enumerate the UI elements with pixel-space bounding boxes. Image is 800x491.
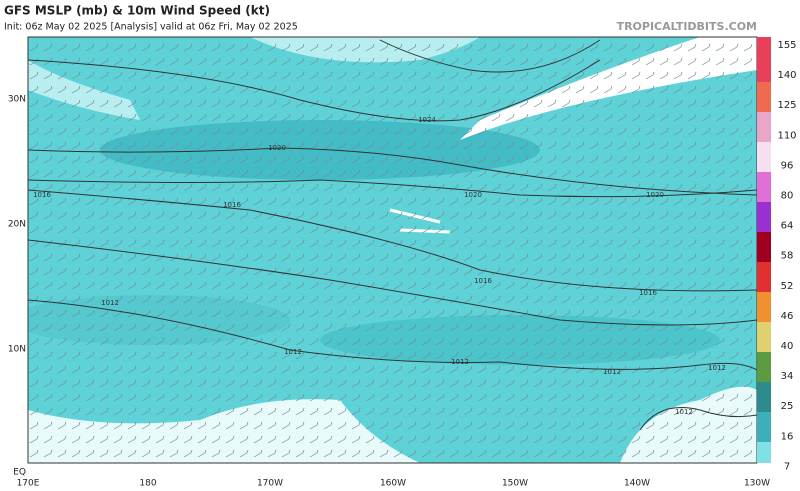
colorbar-label: 34 [781,371,794,382]
isobar-label: 1020 [268,144,286,152]
isobar-label: 1016 [33,191,51,199]
colorbar-label: 58 [781,251,794,262]
colorbar-label: 40 [781,341,794,352]
lat-label: 20N [8,220,26,230]
isobar-label: 1012 [603,368,621,376]
title: GFS MSLP (mb) & 10m Wind Speed (kt) [4,4,270,18]
lon-label: 170W [257,479,283,489]
lon-label: 140W [624,479,650,489]
isobar-label: 1016 [639,289,657,297]
info-line: Init: 06z May 02 2025 [Analysis] valid a… [4,22,298,33]
isobar-label: 1020 [646,191,664,199]
colorbar-label: 125 [777,100,796,111]
colorbar-label: 110 [777,130,796,141]
lon-label: 130W [744,479,770,489]
lat-label: EQ [13,468,26,478]
lon-label: 160W [380,479,406,489]
colorbar-label: 155 [777,40,796,51]
isobar-label: 1012 [451,358,469,366]
isobar-label: 1020 [464,191,482,199]
isobar-label: 1012 [284,348,302,356]
colorbar-label: 140 [777,70,796,81]
colorbar-label: 25 [781,401,794,412]
colorbar-label: 96 [781,160,794,171]
isobar-label: 1016 [474,277,492,285]
lon-label: 150W [502,479,528,489]
lon-label: 180 [139,479,156,489]
colorbar-label: 64 [781,221,794,232]
isobar-label: 1024 [418,116,436,124]
colorbar-label: 7 [784,461,790,472]
isobar-label: 1012 [708,364,726,372]
map-area [28,37,757,463]
isobar-label: 1012 [101,299,119,307]
site-name: TROPICALTIDBITS.COM [617,20,757,33]
colorbar-label: 52 [781,281,794,292]
colorbar-label: 80 [781,191,794,202]
lon-label: 170E [17,479,40,489]
colorbar [757,37,771,463]
lat-label: 30N [8,95,26,105]
isobar-label: 1016 [223,201,241,209]
isobar-label: 1012 [675,408,693,416]
colorbar-label: 16 [781,431,794,442]
lat-label: 10N [8,345,26,355]
colorbar-label: 46 [781,311,794,322]
